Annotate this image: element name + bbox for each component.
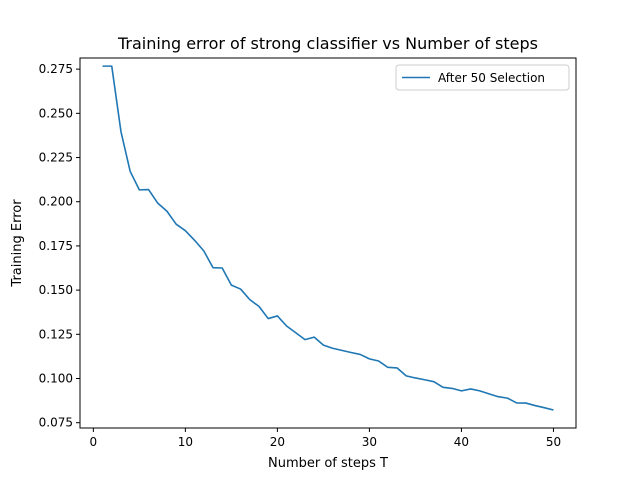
x-tick-label: 50 — [546, 435, 561, 449]
legend-box — [395, 64, 570, 91]
legend-entry-label: After 50 Selection — [438, 71, 545, 85]
series-line — [102, 65, 554, 411]
axis-ticks: 0 10 20 30 40 50 0.075 0.100 0.125 0.150 0.175 0.20… — [39, 62, 561, 449]
legend: After 50 Selection — [395, 64, 570, 91]
x-tick-label: 40 — [454, 435, 469, 449]
x-tick-label: 10 — [178, 435, 193, 449]
y-tick-label: 0.150 — [39, 283, 73, 297]
y-tick-label: 0.250 — [39, 106, 73, 120]
y-tick-label: 0.100 — [39, 372, 73, 386]
axes-frame — [79, 57, 577, 429]
x-tick-label: 30 — [362, 435, 377, 449]
y-tick-label: 0.175 — [39, 239, 73, 253]
y-tick-label: 0.225 — [39, 151, 73, 165]
x-axis-label: Number of steps T — [268, 456, 388, 471]
x-tick-label: 20 — [270, 435, 285, 449]
plot-area: 0 10 20 30 40 50 0.075 0.100 0.125 0.150 0.175 0.20… — [39, 57, 577, 449]
y-tick-label: 0.200 — [39, 195, 73, 209]
y-tick-label: 0.075 — [39, 416, 73, 430]
series-group — [102, 65, 554, 411]
y-axis-label: Training Error — [10, 199, 25, 288]
y-tick-label: 0.125 — [39, 327, 73, 341]
chart-title: Training error of strong classifier vs N… — [117, 34, 538, 53]
x-tick-label: 0 — [90, 435, 98, 449]
y-tick-label: 0.275 — [39, 62, 73, 76]
